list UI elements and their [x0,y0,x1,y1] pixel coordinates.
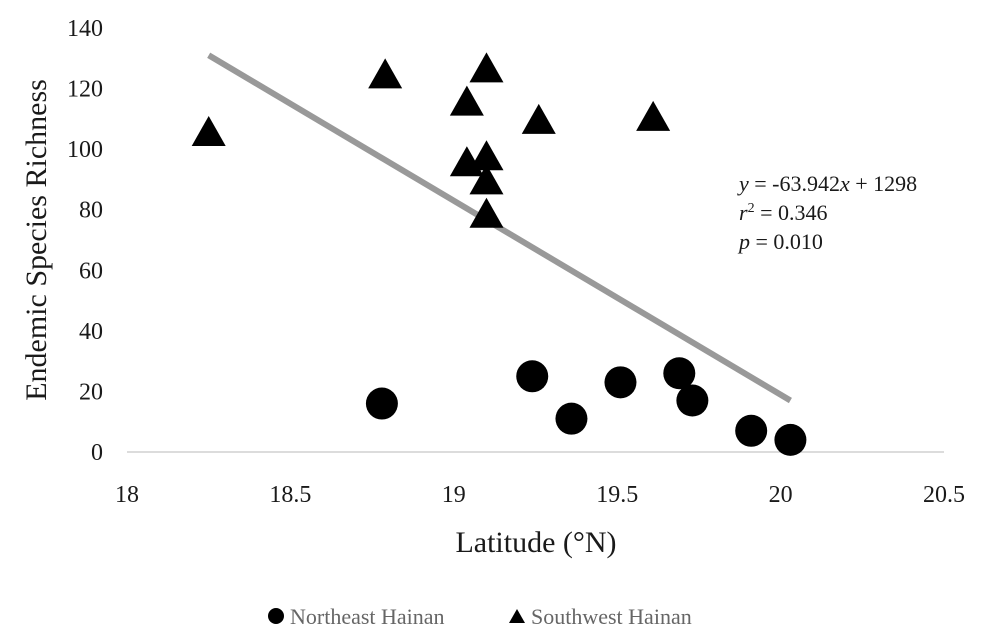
y-tick-label: 20 [79,379,103,405]
y-tick-label: 60 [79,258,103,284]
x-tick-label: 20 [769,482,793,508]
y-tick-label: 100 [67,137,103,163]
southwest-point [469,164,504,195]
y-tick-label: 140 [67,16,103,42]
y-tick-label: 40 [79,319,103,345]
southwest-point [469,197,504,228]
plot-area: 18 18.5 19 19.5 20 20.5 0 20 40 60 80 100 120 140 [67,16,965,508]
p-value-text: p = 0.010 [737,229,823,254]
northeast-point [676,384,709,417]
y-tick-label: 0 [91,440,103,466]
y-tick-label: 80 [79,198,103,224]
data-markers [191,52,807,456]
northeast-point [735,414,768,447]
y-axis-title: Endemic Species Richness [20,79,53,401]
northeast-point [516,360,549,393]
legend-triangle-marker [509,609,525,623]
northeast-point [365,387,398,420]
southwest-point [521,103,556,134]
legend-label-northeast: Northeast Hainan [290,604,445,629]
x-tick-label: 18.5 [269,482,311,508]
x-tick-label: 19.5 [596,482,638,508]
legend: Northeast Hainan Southwest Hainan [268,604,692,629]
legend-label-southwest: Southwest Hainan [531,604,692,629]
x-axis-title: Latitude (°N) [455,526,616,559]
y-tick-label: 120 [67,77,103,103]
equation-text: y = -63.942x + 1298 [737,171,917,196]
northeast-point [555,402,588,435]
southwest-point [449,85,484,116]
trendline [207,52,792,404]
southwest-point [636,100,671,131]
x-tick-label: 18 [115,482,139,508]
x-tick-label: 19 [442,482,466,508]
northeast-point [604,366,637,399]
x-tick-labels: 18 18.5 19 19.5 20 20.5 [115,482,965,508]
x-tick-label: 20.5 [923,482,965,508]
legend-circle-marker [268,608,284,624]
northeast-point [663,357,696,390]
y-tick-labels: 0 20 40 60 80 100 120 140 [67,16,103,466]
northeast-point [774,423,807,456]
southwest-point [368,58,403,89]
regression-annotation: y = -63.942x + 1298 r2 = 0.346 p = 0.010 [737,171,917,254]
southwest-point [469,52,504,83]
southwest-point [191,115,226,146]
r-squared-text: r2 = 0.346 [739,200,827,225]
southwest-point [469,140,504,171]
